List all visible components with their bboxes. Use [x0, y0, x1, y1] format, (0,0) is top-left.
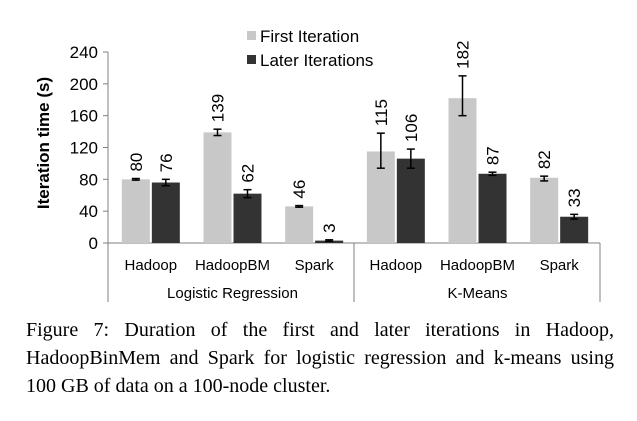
bar-first-iteration	[285, 206, 314, 243]
bar-first-iteration	[448, 98, 477, 244]
data-label: 87	[484, 146, 503, 165]
group-label: K-Means	[447, 285, 507, 302]
figure-caption: Figure 7: Duration of the first and late…	[26, 319, 614, 397]
bar-first-iteration	[530, 177, 559, 243]
y-tick-label: 200	[70, 75, 98, 94]
data-label: 33	[565, 188, 584, 207]
data-label: 80	[127, 153, 146, 172]
x-tick-label: Hadoop	[125, 257, 178, 274]
x-tick-label: HadoopBM	[195, 257, 270, 274]
bar-chart: 0 40 80 120 160 200 240 Hadoop HadoopBM Spark Logi…	[34, 27, 601, 302]
x-tick-label: HadoopBM	[440, 257, 515, 274]
y-tick-label: 40	[79, 202, 98, 221]
y-axis-label: Iteration time (s)	[34, 77, 53, 209]
y-tick-label: 240	[70, 43, 98, 62]
chart-axes: 0 40 80 120 160 200 240 Hadoop HadoopBM Spark Logi…	[70, 43, 601, 302]
data-label: 106	[402, 114, 421, 142]
data-label: 62	[239, 164, 258, 183]
y-tick-label: 160	[70, 107, 98, 126]
bar-later-iterations	[560, 216, 589, 243]
data-label: 46	[290, 180, 309, 199]
group-label: Logistic Regression	[167, 285, 298, 302]
data-label: 139	[209, 94, 228, 122]
bar-later-iterations	[478, 173, 507, 243]
x-tick-label: Spark	[295, 257, 335, 274]
chart-bars: 80 76 139 62 46 3 115 106 182 87 82 33	[121, 41, 589, 244]
data-label: 3	[320, 223, 339, 232]
y-tick-label: 0	[89, 234, 98, 253]
data-label: 182	[454, 41, 473, 69]
bar-later-iterations	[151, 182, 180, 243]
data-label: 76	[157, 153, 176, 172]
x-tick-label: Hadoop	[370, 257, 423, 274]
data-label: 115	[372, 99, 391, 126]
legend-swatch	[247, 31, 256, 40]
legend-swatch	[247, 55, 256, 64]
legend-label: Later Iterations	[260, 51, 373, 70]
y-tick-label: 80	[79, 170, 98, 189]
chart-legend: First Iteration Later Iterations	[247, 27, 373, 70]
bar-first-iteration	[121, 179, 150, 243]
x-tick-label: Spark	[540, 257, 580, 274]
y-tick-label: 120	[70, 139, 98, 158]
bar-later-iterations	[396, 158, 425, 243]
bar-later-iterations	[233, 193, 262, 243]
legend-label: First Iteration	[260, 27, 359, 46]
data-label: 82	[535, 150, 554, 169]
bar-first-iteration	[203, 132, 232, 243]
